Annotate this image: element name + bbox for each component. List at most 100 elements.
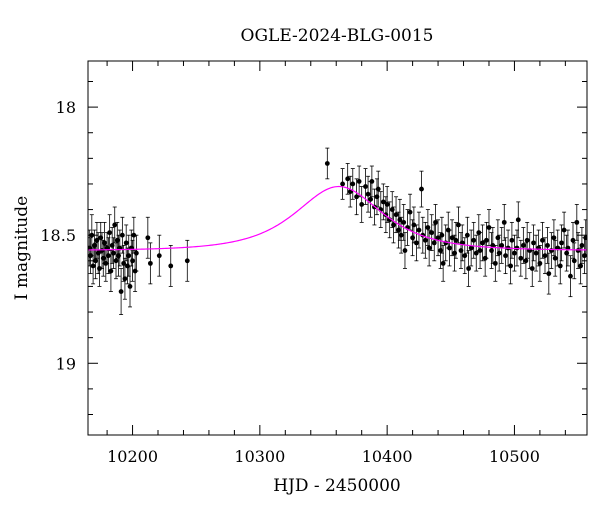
data-point — [440, 245, 446, 282]
data-point — [518, 239, 524, 277]
data-point — [486, 209, 492, 246]
data-point — [426, 229, 432, 267]
data-point — [540, 221, 545, 259]
data-point — [570, 221, 576, 259]
data-point — [545, 227, 550, 264]
data-point — [439, 216, 445, 254]
data-point — [393, 196, 399, 234]
data-point — [571, 242, 577, 280]
data-point — [122, 257, 128, 300]
data-point — [529, 250, 535, 287]
data-point — [375, 170, 381, 208]
data-point — [133, 234, 139, 272]
data-point — [184, 239, 190, 282]
data-point — [515, 201, 521, 239]
data-point — [391, 206, 396, 244]
data-point — [466, 250, 472, 287]
data-point — [449, 219, 455, 257]
data-point — [127, 265, 133, 308]
data-point — [365, 175, 371, 213]
data-point — [369, 165, 375, 198]
data-point — [503, 237, 508, 275]
data-point — [447, 229, 452, 267]
data-point — [324, 147, 330, 180]
data-point — [347, 175, 353, 208]
data-point — [453, 221, 459, 259]
data-point — [350, 168, 356, 200]
data-point — [345, 163, 351, 195]
data-point — [458, 232, 464, 269]
x-tick-label: 10400 — [362, 447, 413, 466]
data-point — [435, 219, 441, 257]
plot-frame — [87, 60, 588, 436]
data-point — [484, 221, 489, 259]
data-point — [473, 234, 479, 272]
data-point — [501, 204, 507, 241]
data-point — [131, 216, 137, 254]
data-point — [462, 237, 468, 275]
data-point — [537, 245, 543, 282]
data-point — [102, 221, 107, 264]
data-point — [524, 221, 530, 259]
data-point — [108, 250, 114, 292]
data-point — [499, 227, 505, 264]
x-axis-ticks — [106, 61, 566, 435]
x-tick-label: 10200 — [107, 447, 158, 466]
data-point — [568, 255, 573, 298]
data-point — [552, 239, 558, 277]
data-point — [431, 224, 437, 262]
data-point — [546, 252, 552, 295]
data-point — [105, 237, 111, 275]
chart-title: OGLE-2024-BLG-0015 — [241, 26, 434, 46]
data-point — [121, 245, 127, 282]
data-point — [561, 211, 567, 249]
data-point — [579, 227, 585, 264]
data-point — [156, 234, 162, 277]
data-point — [578, 247, 584, 285]
y-tick-label: 18.5 — [40, 226, 76, 245]
y-tick-label: 18 — [56, 98, 76, 117]
data-points — [88, 147, 587, 316]
data-point — [402, 232, 408, 269]
data-point — [477, 232, 483, 269]
data-point — [405, 209, 410, 246]
model-curve — [88, 185, 587, 251]
data-point — [533, 234, 539, 272]
x-tick-labels: 10200 10300 10400 10500 — [107, 447, 540, 466]
data-point — [512, 234, 517, 272]
data-point — [557, 247, 563, 285]
data-point — [574, 204, 580, 241]
data-point — [145, 216, 151, 259]
data-point — [559, 224, 564, 262]
data-point — [89, 214, 95, 257]
data-point — [471, 221, 477, 259]
data-point — [520, 227, 526, 264]
data-point — [356, 165, 362, 198]
data-point — [123, 224, 129, 262]
y-axis-label: I magnitude — [12, 196, 32, 300]
x-tick-label: 10500 — [489, 447, 540, 466]
x-tick-label: 10300 — [234, 447, 285, 466]
data-point — [359, 186, 365, 223]
data-point — [416, 211, 422, 249]
data-point — [113, 242, 119, 280]
data-point — [147, 242, 153, 285]
data-point — [468, 229, 474, 267]
data-point — [340, 168, 345, 200]
data-point — [531, 224, 536, 262]
data-point — [419, 170, 424, 208]
data-point — [496, 234, 502, 272]
data-point — [398, 216, 404, 254]
data-point — [492, 245, 498, 282]
data-point — [433, 204, 438, 241]
data-point — [90, 247, 96, 285]
y-tick-labels: 18 18.5 19 — [40, 98, 76, 373]
data-point — [354, 178, 359, 216]
x-axis-label: HJD - 2450000 — [273, 476, 401, 496]
data-point — [168, 245, 174, 287]
data-point — [509, 221, 515, 259]
data-point — [368, 180, 373, 218]
data-point — [495, 219, 501, 257]
data-point — [118, 268, 124, 316]
